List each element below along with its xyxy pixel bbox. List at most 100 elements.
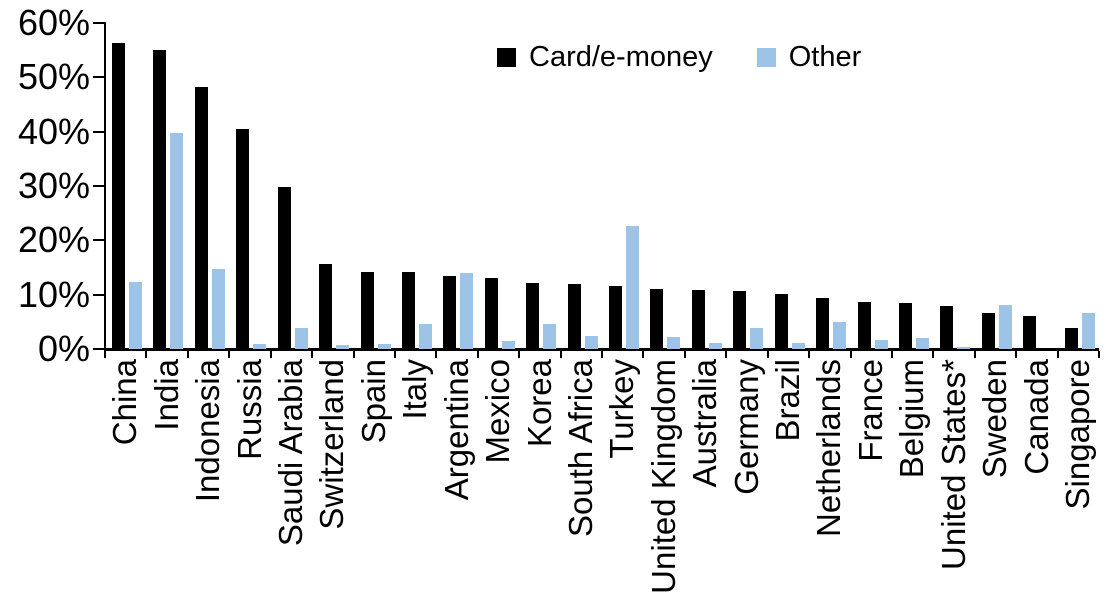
bar-card-e-money <box>857 301 871 349</box>
y-axis-tick <box>93 239 105 242</box>
category-cell <box>809 23 850 349</box>
bar-other <box>460 272 474 349</box>
bar-card-e-money <box>898 303 912 349</box>
x-axis-tick <box>228 351 231 358</box>
y-axis-tick <box>93 22 105 24</box>
x-axis-tick <box>725 351 728 358</box>
category-label: China <box>106 359 144 446</box>
category-label: Indonesia <box>189 359 227 503</box>
category-label-cell: Brazil <box>768 359 809 594</box>
bar-other <box>294 327 308 349</box>
category-label-cell: Sweden <box>975 359 1016 594</box>
category-label-cell: Saudi Arabia <box>271 359 312 594</box>
category-cell <box>146 23 187 349</box>
bar-other <box>833 322 847 349</box>
x-axis-tick <box>269 351 272 358</box>
x-axis-tick <box>518 351 521 358</box>
bar-card-e-money <box>733 291 747 349</box>
category-cell <box>519 23 560 349</box>
bar-other <box>708 342 722 349</box>
bar-other <box>750 327 764 349</box>
x-axis-tick <box>435 351 438 358</box>
category-label-cell: Spain <box>354 359 395 594</box>
bar-other <box>377 343 391 349</box>
bar-card-e-money <box>443 275 457 349</box>
y-axis-tick-label: 50% <box>17 56 90 98</box>
y-axis-tick <box>93 185 105 187</box>
category-label-cell: Belgium <box>892 359 933 594</box>
bar-other <box>791 342 805 349</box>
category-label: Sweden <box>976 359 1014 479</box>
x-axis-tick <box>849 351 852 358</box>
chart-legend: Card/e-money Other <box>497 41 861 74</box>
category-label-cell: Mexico <box>478 359 519 594</box>
category-label: Brazil <box>769 359 807 442</box>
legend-item-other: Other <box>756 41 862 74</box>
category-label: Korea <box>520 359 558 448</box>
category-label-cell: United States* <box>933 359 974 594</box>
category-cell <box>768 23 809 349</box>
category-cell <box>105 23 146 349</box>
bar-card-e-money <box>401 272 415 349</box>
category-label: France <box>851 359 889 462</box>
x-axis-tick <box>890 351 893 358</box>
category-cell <box>726 23 767 349</box>
category-label-cell: France <box>851 359 892 594</box>
category-label-cell: Italy <box>395 359 436 594</box>
category-label-area: China India Indonesia Russia Saudi Arabia Swi… <box>105 359 1099 594</box>
category-label: Russia <box>230 359 268 460</box>
category-label-cell: India <box>146 359 187 594</box>
category-cell <box>1016 23 1057 349</box>
y-axis-tick <box>93 293 105 296</box>
x-axis-tick <box>145 351 148 358</box>
bar-other <box>957 347 971 349</box>
category-cell <box>436 23 477 349</box>
category-cell <box>395 23 436 349</box>
category-label: Canada <box>1017 359 1055 475</box>
plot-area <box>105 23 1099 349</box>
legend-swatch-icon <box>756 48 776 67</box>
legend-item-card-e-money: Card/e-money <box>497 41 713 74</box>
category-label-cell: China <box>105 359 146 594</box>
x-axis-tick <box>476 351 479 358</box>
category-cell <box>1058 23 1099 349</box>
bar-card-e-money <box>1064 327 1078 349</box>
bar-card-e-money <box>360 272 374 349</box>
bar-card-e-money <box>112 43 125 349</box>
bar-other <box>170 133 184 349</box>
category-label-cell: United Kingdom <box>643 359 684 594</box>
bar-other <box>211 269 225 349</box>
bar-other <box>998 305 1012 349</box>
legend-label: Other <box>788 41 862 73</box>
legend-label: Card/e-money <box>529 41 713 73</box>
bar-other <box>584 336 598 349</box>
category-cell <box>933 23 974 349</box>
x-axis-tick <box>808 351 811 358</box>
category-cell <box>892 23 933 349</box>
category-label-cell: Germany <box>726 359 767 594</box>
category-label: Singapore <box>1058 359 1096 510</box>
category-label: Italy <box>396 359 434 420</box>
category-cell <box>851 23 892 349</box>
x-axis-tick <box>104 351 106 358</box>
x-axis-tick <box>186 351 189 358</box>
category-cell <box>354 23 395 349</box>
x-axis-tick <box>601 351 603 358</box>
category-label-cell: Turkey <box>602 359 643 594</box>
category-cell <box>975 23 1016 349</box>
category-label: United Kingdom <box>644 359 682 594</box>
category-cell <box>602 23 643 349</box>
bar-card-e-money <box>277 186 291 349</box>
bar-other <box>543 323 557 349</box>
legend-swatch-icon <box>497 48 516 67</box>
category-cell <box>643 23 684 349</box>
category-cell <box>188 23 229 349</box>
x-axis-tick <box>559 351 562 358</box>
x-axis-tick <box>1098 351 1100 358</box>
bar-other <box>129 281 142 349</box>
y-axis-tick-label: 20% <box>17 219 90 261</box>
y-axis-tick-label: 60% <box>17 2 90 43</box>
category-label-cell: Australia <box>685 359 726 594</box>
bar-card-e-money <box>650 288 664 349</box>
